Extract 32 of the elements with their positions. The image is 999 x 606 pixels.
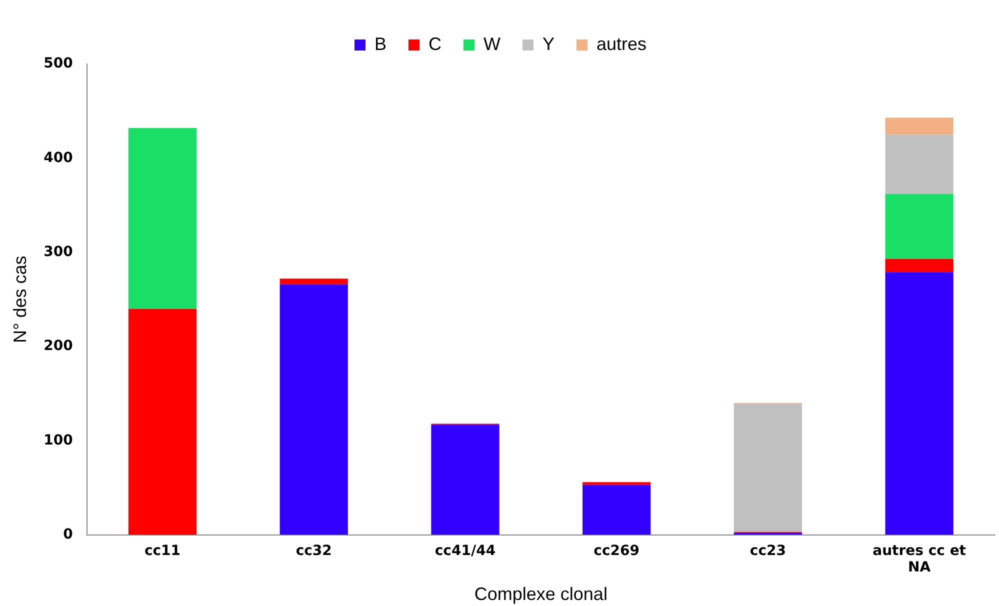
x-tick-label: cc11 bbox=[144, 542, 181, 559]
y-tick-label: 400 bbox=[44, 150, 74, 166]
bar bbox=[885, 258, 954, 272]
x-tick-label: autres cc et NA bbox=[872, 542, 966, 576]
legend-label: C bbox=[428, 34, 442, 54]
y-axis-title: N° des cas bbox=[10, 256, 30, 344]
bar bbox=[885, 194, 954, 259]
bar bbox=[128, 128, 197, 309]
x-tick-label: cc32 bbox=[296, 542, 332, 559]
bar bbox=[734, 404, 802, 532]
bar bbox=[280, 278, 348, 284]
bar bbox=[431, 424, 500, 535]
y-tick-label: 200 bbox=[44, 338, 74, 354]
y-tick-label: 100 bbox=[44, 432, 74, 448]
x-tick-label: cc23 bbox=[750, 542, 786, 559]
y-tick-label: 0 bbox=[63, 526, 74, 542]
legend-label: Y bbox=[542, 34, 554, 54]
bar bbox=[128, 308, 197, 535]
legend-label: autres bbox=[596, 34, 647, 54]
bar bbox=[885, 118, 954, 135]
y-tick-label: 300 bbox=[44, 244, 74, 260]
x-axis-title: Complexe clonal bbox=[474, 584, 608, 604]
x-tick-label: cc41/44 bbox=[434, 542, 496, 559]
legend-label: W bbox=[483, 34, 500, 54]
legend-label: B bbox=[374, 34, 386, 54]
x-tick-label: cc269 bbox=[594, 542, 640, 559]
bar bbox=[280, 284, 348, 535]
bar bbox=[582, 484, 651, 535]
bar bbox=[582, 482, 651, 485]
bar bbox=[885, 134, 954, 194]
y-tick-label: 500 bbox=[44, 56, 74, 72]
bar bbox=[885, 272, 954, 535]
